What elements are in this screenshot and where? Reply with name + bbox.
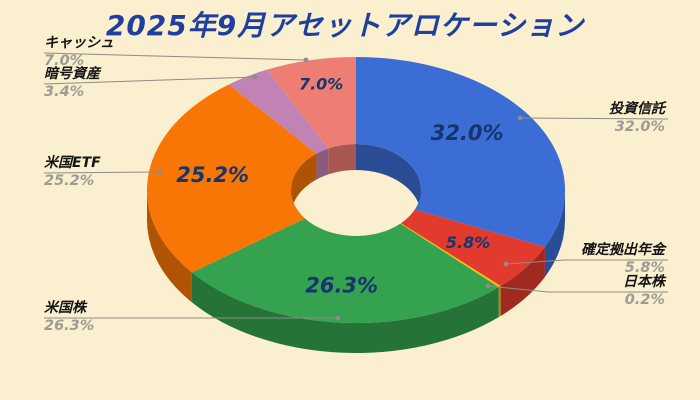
callout-1-name: 確定拠出年金 [581, 242, 665, 258]
callout-0: 投資信託 32.0% [609, 102, 665, 135]
inside-label-1: 5.8% [446, 233, 490, 252]
pie-slice-2 [400, 223, 501, 288]
callout-4-pct: 25.2% [44, 173, 95, 189]
callout-5-name: 暗号資産 [44, 66, 100, 82]
inside-label-3: 26.3% [305, 273, 378, 297]
outer-wall-2 [498, 286, 501, 318]
outer-wall-0 [544, 190, 565, 277]
leader-line-0 [519, 117, 669, 120]
leader-dot-1 [503, 261, 509, 267]
inside-label-4: 25.2% [176, 163, 249, 187]
inner-wall-0 [356, 144, 421, 220]
callout-4-name: 米国ETF [44, 155, 101, 171]
leader-dot-6 [303, 57, 309, 63]
inner-wall-5 [316, 148, 329, 184]
outer-wall-4 [147, 190, 192, 303]
chart-title: 2025年9月アセットアロケーション [105, 9, 585, 42]
leader-line-5 [43, 76, 256, 85]
pie-slice-6 [266, 57, 356, 149]
callout-5-pct: 3.4% [44, 84, 85, 100]
callout-0-pct: 32.0% [614, 119, 665, 135]
inner-wall-6 [328, 144, 356, 179]
callout-6-pct: 7.0% [44, 53, 85, 69]
pie-slice-3 [191, 218, 499, 323]
callout-3: 米国株 26.3% [44, 301, 94, 334]
callout-5: 暗号資産 3.4% [44, 67, 100, 100]
pie-slice-0 [356, 57, 565, 247]
outer-wall-3 [191, 272, 499, 353]
leader-dot-3 [335, 315, 341, 321]
pie-slice-5 [228, 69, 329, 154]
pie-slice-4 [146, 84, 317, 273]
callout-2-pct: 0.2% [624, 292, 665, 308]
callout-6: キャッシュ 7.0% [44, 36, 114, 69]
leader-line-2 [487, 285, 668, 293]
callout-3-name: 米国株 [44, 300, 86, 316]
callout-2: 日本株 0.2% [623, 275, 665, 308]
outer-wall-1 [500, 246, 545, 317]
leader-dot-4 [157, 169, 163, 175]
pie-slice-1 [400, 209, 545, 287]
callout-2-name: 日本株 [623, 274, 665, 290]
leader-dot-5 [252, 74, 258, 80]
leader-dot-0 [517, 115, 523, 121]
callout-1-pct: 5.8% [624, 260, 665, 276]
leader-line-1 [505, 259, 668, 265]
callout-4: 米国ETF 25.2% [44, 156, 101, 189]
inside-label-0: 32.0% [431, 121, 504, 145]
callout-6-name: キャッシュ [44, 35, 114, 51]
leader-line-4 [43, 171, 161, 174]
leader-dot-2 [485, 283, 491, 289]
inner-wall-4 [291, 153, 317, 220]
leader-line-6 [43, 52, 307, 61]
inside-label-6: 7.0% [299, 75, 343, 94]
callout-1: 確定拠出年金 5.8% [581, 243, 665, 276]
callout-0-name: 投資信託 [609, 101, 665, 117]
callout-3-pct: 26.3% [44, 318, 95, 334]
